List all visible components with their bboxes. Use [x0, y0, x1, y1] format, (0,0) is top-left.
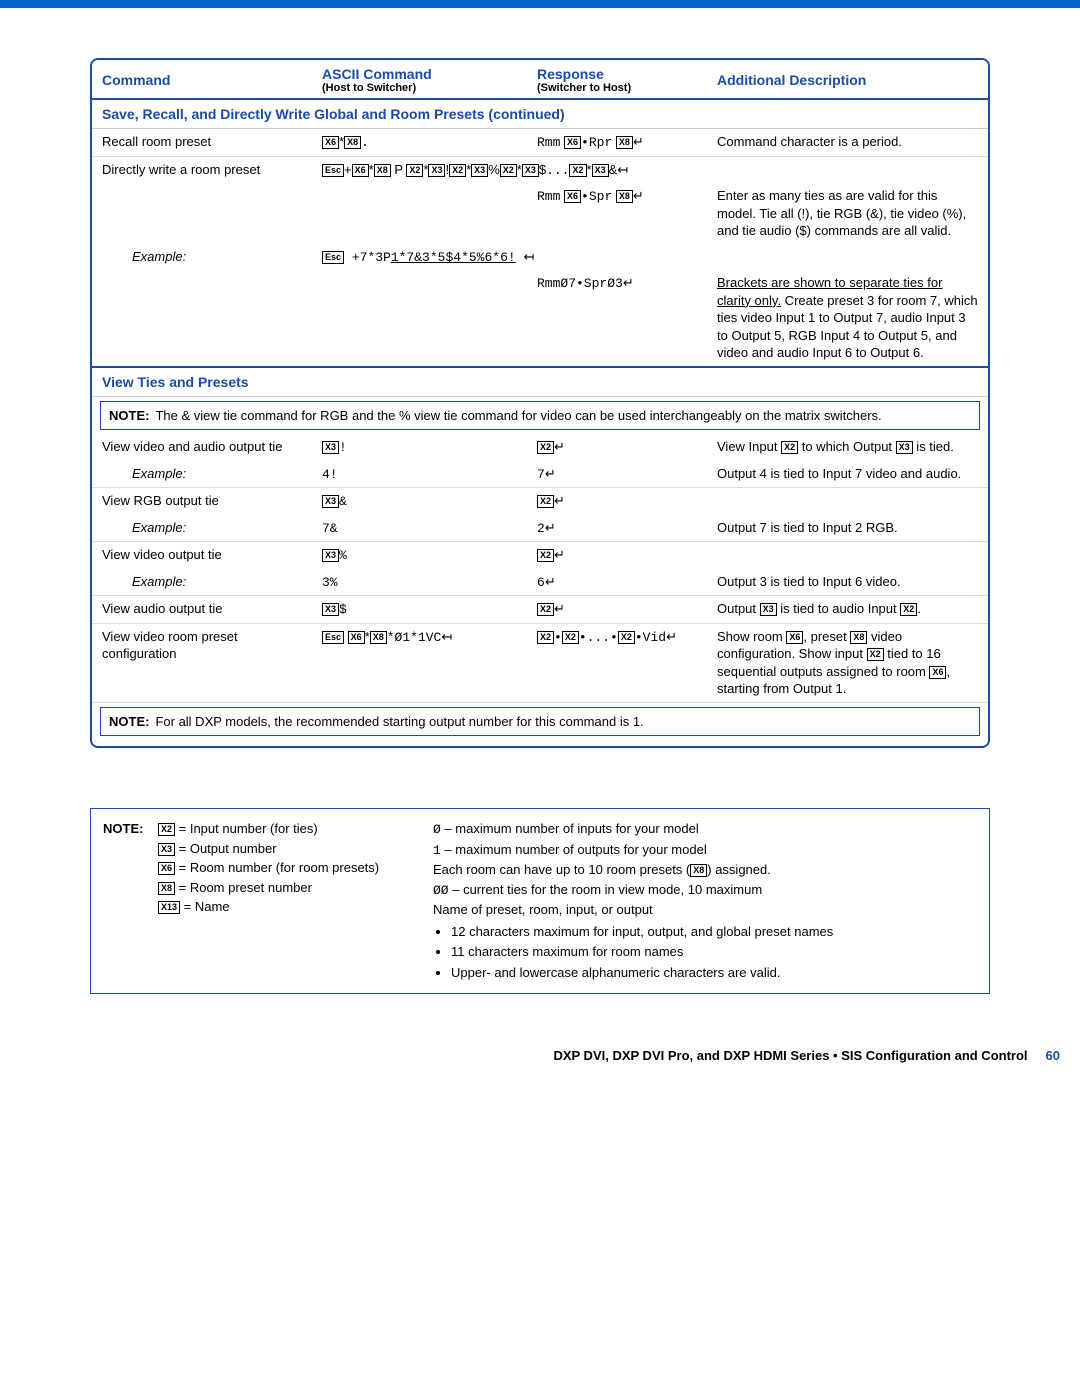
row-example1-resp: RmmØ7•SprØ3 Brackets are shown to separa… [92, 270, 988, 367]
top-bar [0, 0, 1080, 8]
row-direct-write-resp: Rmm X6•Spr X8 Enter as many ties as are … [92, 183, 988, 244]
table-header: Command ASCII Command(Host to Switcher) … [92, 60, 988, 99]
row-preset-config: View video room preset configuration Esc… [92, 623, 988, 702]
header-command: Command [92, 60, 312, 99]
legend-right: Ø – maximum number of inputs for your mo… [433, 819, 833, 983]
row-recall: Recall room preset X6*X8. Rmm X6•Rpr X8 … [92, 129, 988, 157]
page-footer: DXP DVI, DXP DVI Pro, and DXP HDMI Serie… [0, 1034, 1080, 1063]
header-response: Response(Switcher to Host) [527, 60, 707, 99]
header-desc: Additional Description [707, 60, 988, 99]
note2-row: NOTE:For all DXP models, the recommended… [92, 703, 988, 747]
section2-title: View Ties and Presets [92, 367, 988, 397]
note2-box: NOTE:For all DXP models, the recommended… [100, 707, 980, 736]
row-aud-tie: View audio output tie X3$ X2 Output X3 i… [92, 596, 988, 624]
main-content: Command ASCII Command(Host to Switcher) … [0, 58, 1080, 1034]
row-va-tie: View video and audio output tie X3! X2 V… [92, 434, 988, 461]
section1-title: Save, Recall, and Directly Write Global … [92, 99, 988, 129]
header-ascii: ASCII Command(Host to Switcher) [312, 60, 527, 99]
row-rgb-tie: View RGB output tie X3& X2 [92, 488, 988, 515]
legend-left: X2 = Input number (for ties) X3 = Output… [158, 819, 413, 983]
row-rgb-ex: Example: 7& 2 Output 7 is tied to Input … [92, 515, 988, 542]
note1-box: NOTE:The & view tie command for RGB and … [100, 401, 980, 430]
row-vid-tie: View video output tie X3% X2 [92, 542, 988, 569]
legend-box: NOTE: X2 = Input number (for ties) X3 = … [90, 808, 990, 994]
row-example1: Example: Esc +7*3P1*7&3*5$4*5%6*6! [92, 244, 988, 271]
row-va-ex: Example: 4! 7 Output 4 is tied to Input … [92, 461, 988, 488]
command-table: Command ASCII Command(Host to Switcher) … [92, 60, 988, 746]
row-vid-ex: Example: 3% 6 Output 3 is tied to Input … [92, 569, 988, 596]
row-direct-write: Directly write a room preset Esc+X6*X8 P… [92, 156, 988, 183]
command-table-frame: Command ASCII Command(Host to Switcher) … [90, 58, 990, 748]
note1-row: NOTE:The & view tie command for RGB and … [92, 397, 988, 435]
